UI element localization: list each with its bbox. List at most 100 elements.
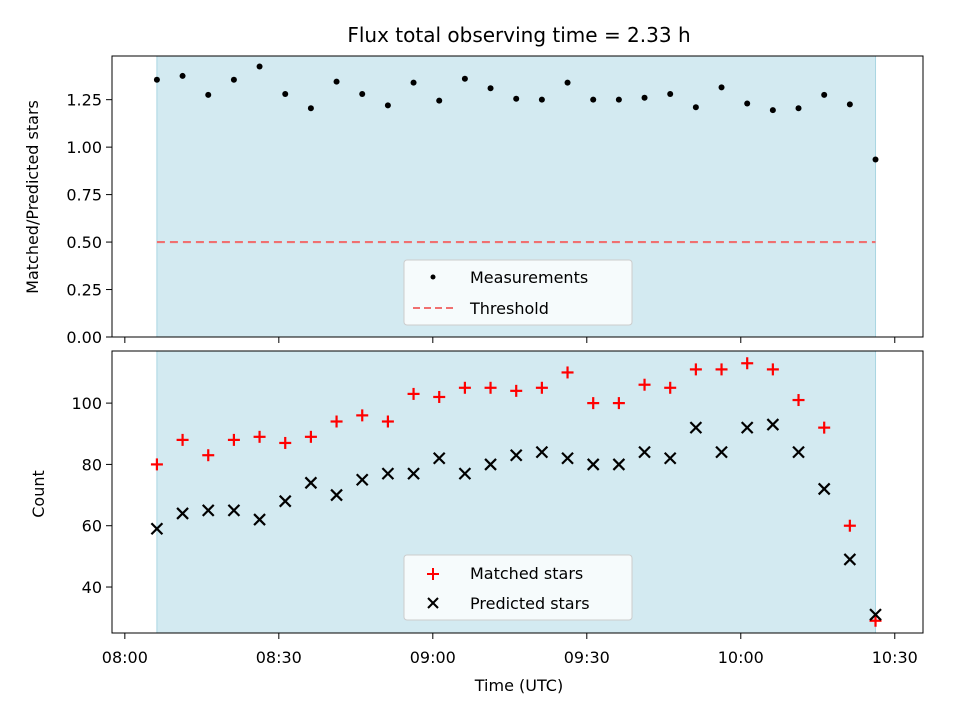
matched-star-point [510, 384, 523, 397]
predicted-star-point [278, 494, 292, 508]
bottom-plot-frame [111, 350, 924, 634]
measurement-point [205, 91, 212, 98]
matched-star-point [253, 430, 266, 443]
measurement-point [795, 105, 802, 112]
predicted-star-point [201, 504, 215, 517]
predicted-star-point [740, 421, 754, 434]
matched-star-point [741, 357, 754, 370]
measurement-point [846, 101, 853, 108]
measurement-point [461, 75, 468, 82]
predicted-star-point [355, 473, 369, 487]
predicted-star-point [869, 608, 882, 621]
top-ytick-label: 1.00 [66, 138, 102, 157]
predicted-star-stroke-b [535, 445, 549, 459]
predicted-star-point [227, 504, 241, 517]
predicted-star-stroke-b [766, 418, 780, 431]
bottom-y-ticks: 40 60 80 100 [71, 394, 112, 597]
predicted-star-point [150, 522, 164, 536]
matched-star-point [484, 381, 497, 394]
measurement-point [153, 76, 160, 83]
bot-ytick-label: 100 [71, 394, 102, 413]
measurement-point [564, 79, 571, 86]
predicted-star-stroke-b [432, 452, 446, 465]
matched-star-point [227, 433, 240, 446]
bottom-x-ticks: 08:00 08:30 09:00 09:30 10:00 10:30 [102, 633, 918, 667]
predicted-star-point [715, 445, 728, 459]
legend-matched-label: Matched stars [470, 564, 583, 583]
top-x-ticks [124, 337, 896, 343]
xtick-label: 09:30 [564, 648, 610, 667]
matched-star-point [818, 421, 831, 434]
predicted-star-stroke-b [381, 467, 395, 480]
top-y-ticks: 0.00 0.25 0.50 0.75 1.00 1.25 [66, 91, 112, 347]
chart-title: Flux total observing time = 2.33 h [347, 23, 690, 47]
predicted-star-point [458, 467, 472, 480]
matched-star-point [587, 397, 600, 410]
measurement-point [692, 104, 699, 111]
legend-matched-marker [427, 568, 439, 580]
predicted-star-stroke-b [869, 608, 882, 621]
measurement-point [179, 72, 186, 79]
legend-threshold-label: Threshold [469, 299, 549, 318]
predicted-star-stroke-b [586, 458, 600, 471]
predicted-star-stroke-b [792, 445, 805, 459]
xtick-label: 10:30 [872, 648, 918, 667]
matched-star-point [458, 381, 471, 394]
matched-star-point [664, 381, 677, 394]
top-ytick-label: 0.00 [66, 328, 102, 347]
predicted-star-stroke-b [176, 507, 189, 520]
bottom-legend: Matched stars Predicted stars [403, 554, 633, 621]
matched-star-point [176, 433, 189, 446]
legend-predicted-marker [427, 597, 439, 609]
matched-star-point [535, 381, 548, 394]
predicted-stars-points [150, 418, 882, 621]
xtick-label: 10:00 [718, 648, 764, 667]
top-legend: Measurements Threshold [403, 259, 633, 326]
predicted-star-stroke-b [201, 504, 215, 517]
top-panel: Flux total observing time = 2.33 h 0.000… [23, 23, 924, 347]
measurement-point [487, 85, 494, 92]
predicted-star-stroke-b [612, 458, 626, 471]
predicted-star-stroke-b [304, 476, 318, 490]
predicted-star-point [561, 452, 574, 465]
measurement-points [153, 63, 879, 163]
predicted-star-stroke-b [638, 445, 651, 459]
measurement-point [769, 107, 776, 114]
predicted-star-stroke-b [407, 467, 420, 480]
matched-star-point [381, 415, 394, 428]
measurement-point [744, 100, 751, 107]
predicted-star-point [638, 445, 651, 459]
predicted-star-point [535, 445, 549, 459]
measurement-point [384, 102, 391, 109]
measurement-point [513, 95, 520, 102]
top-ytick-label: 0.50 [66, 233, 102, 252]
xtick-label: 08:00 [102, 648, 148, 667]
matched-star-point [638, 378, 651, 391]
matched-star-point [407, 387, 420, 400]
matched-star-point [561, 366, 574, 379]
legend-predicted-label: Predicted stars [470, 594, 590, 613]
predicted-star-point [484, 458, 497, 471]
xtick-label: 08:30 [256, 648, 302, 667]
matched-star-point [715, 363, 728, 376]
measurement-point [667, 90, 674, 97]
measurement-point [538, 96, 545, 103]
legend-measurements-marker [430, 274, 436, 280]
predicted-star-point [689, 421, 703, 434]
measurement-point [256, 63, 263, 70]
matched-star-point [304, 430, 317, 443]
measurement-point [359, 90, 366, 97]
measurement-point [872, 156, 879, 163]
predicted-star-stroke-b [663, 452, 677, 465]
xtick-label: 09:00 [410, 648, 456, 667]
matched-star-point [612, 397, 625, 410]
predicted-star-stroke-b [484, 458, 497, 471]
matched-star-point [792, 394, 805, 407]
predicted-star-stroke-b [817, 482, 831, 496]
top-legend-box [403, 259, 633, 326]
measurement-point [641, 94, 648, 101]
measurement-point [410, 79, 417, 86]
measurement-point [615, 96, 622, 103]
bottom-legend-box [403, 554, 633, 621]
bot-ytick-label: 80 [82, 455, 102, 474]
